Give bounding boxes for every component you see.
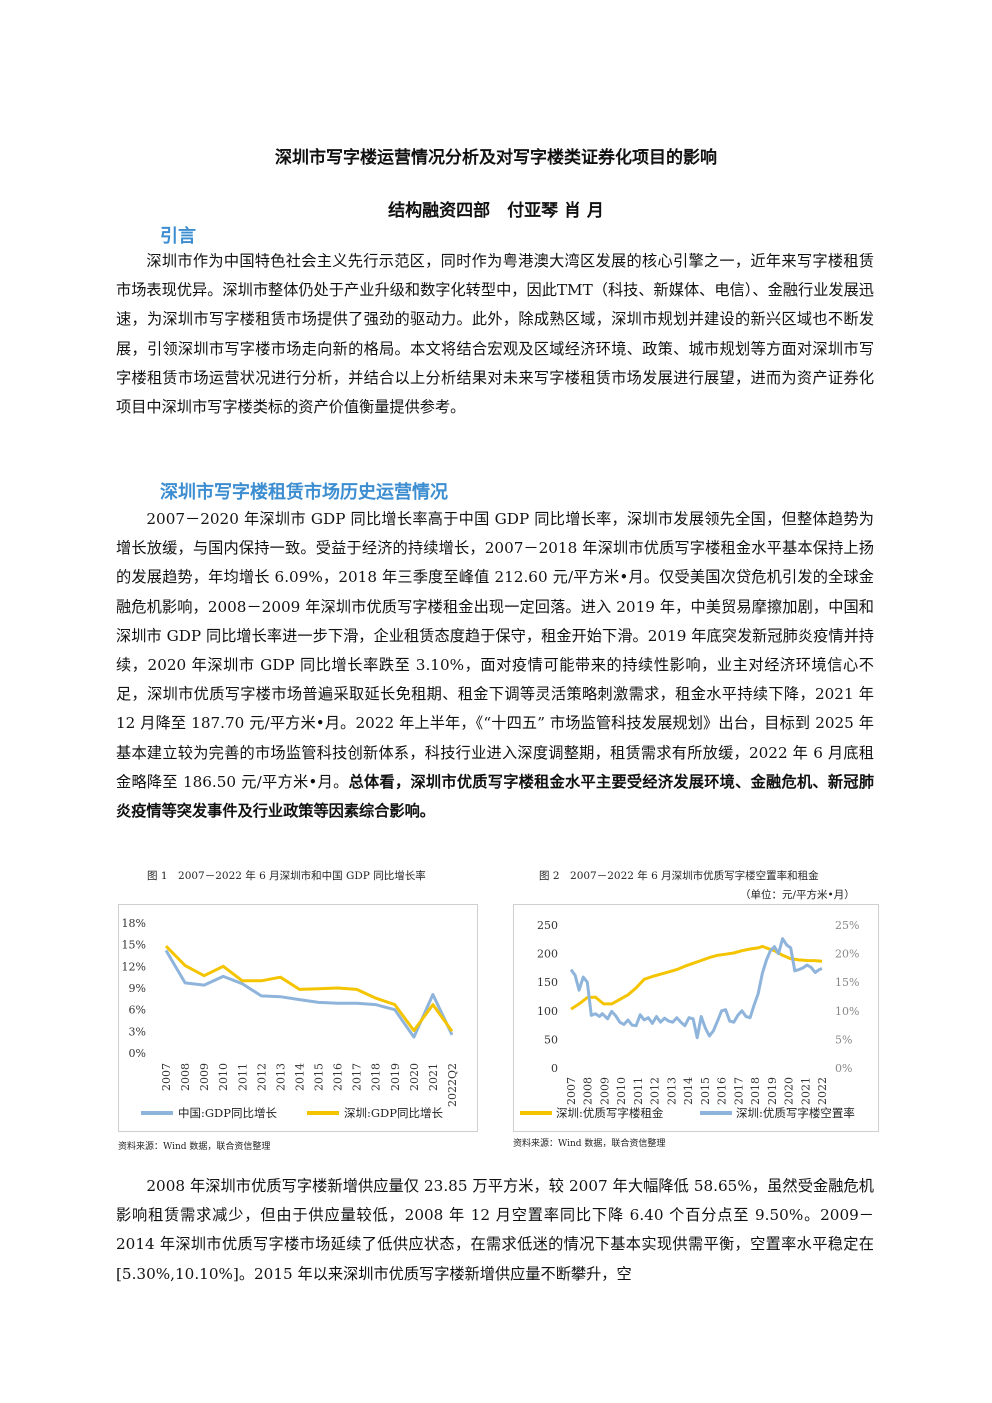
y-tick-label: 18%: [122, 917, 146, 930]
figure2-source: 资料来源：Wind 数据，联合资信整理: [513, 1139, 666, 1149]
x-tick-label: 2016: [332, 1063, 345, 1091]
y-right-tick-label: 0%: [835, 1062, 852, 1075]
y-left-tick-label: 150: [537, 976, 558, 989]
article-authors: 结构融资四部 付亚琴 肖 月: [388, 201, 604, 221]
history-paragraph-summary: 总体看，深圳市优质写字楼租金水平主要受经济发展环境、金融危机、新冠肺炎疫情等突发…: [116, 772, 875, 821]
figure2-caption: 图 2 2007－2022 年 6 月深圳市优质写字楼空置率和租金: [539, 870, 819, 882]
x-tick-label: 2011: [632, 1077, 645, 1105]
y-right-tick-label: 5%: [835, 1033, 852, 1046]
x-tick-label: 2007: [565, 1077, 578, 1105]
x-tick-label: 2014: [293, 1063, 306, 1091]
x-tick-label: 2017: [732, 1077, 745, 1105]
y-left-tick-label: 100: [537, 1005, 558, 1018]
series-line: [570, 944, 823, 1011]
x-tick-label: 2022Q2: [446, 1063, 459, 1107]
x-tick-label: 2015: [699, 1077, 712, 1105]
x-tick-label: 2008: [582, 1077, 595, 1105]
x-tick-label: 2015: [313, 1063, 326, 1091]
x-tick-label: 2019: [389, 1063, 402, 1091]
figure1-source: 资料来源：Wind 数据，联合资信整理: [118, 1142, 271, 1152]
y-tick-label: 6%: [129, 1004, 146, 1017]
series-line: [164, 945, 454, 1033]
intro-paragraph: 深圳市作为中国特色社会主义先行示范区，同时作为粤港澳大湾区发展的核心引擎之一，近…: [116, 252, 874, 417]
y-right-tick-label: 10%: [835, 1005, 859, 1018]
x-tick-label: 2013: [665, 1077, 678, 1105]
y-left-tick-label: 0: [551, 1062, 558, 1075]
section-heading-history: 深圳市写字楼租赁市场历史运营情况: [160, 482, 448, 503]
x-tick-label: 2010: [615, 1077, 628, 1105]
section-heading-intro: 引言: [160, 226, 196, 247]
legend-label: 深圳:优质写字楼空置率: [736, 1106, 855, 1120]
x-tick-label: 2021: [799, 1077, 812, 1105]
x-tick-label: 2020: [408, 1063, 421, 1091]
x-tick-label: 2017: [351, 1063, 364, 1091]
y-right-tick-label: 25%: [835, 919, 859, 932]
x-tick-label: 2012: [649, 1077, 662, 1105]
legend-label: 深圳:GDP同比增长: [344, 1106, 444, 1120]
x-tick-label: 2016: [716, 1077, 729, 1105]
supply-paragraph: 2008 年深圳市优质写字楼新增供应量仅 23.85 万平方米，较 2007 年…: [116, 1177, 874, 1283]
legend-label: 深圳:优质写字楼租金: [556, 1106, 664, 1120]
y-tick-label: 0%: [129, 1047, 146, 1060]
figure2-unit: （单位：元/平方米•月）: [740, 889, 855, 901]
x-tick-label: 2008: [179, 1063, 192, 1091]
y-tick-label: 12%: [122, 960, 146, 973]
y-left-tick-label: 250: [537, 919, 558, 932]
y-right-tick-label: 15%: [835, 976, 859, 989]
y-right-tick-label: 20%: [835, 948, 859, 961]
history-paragraph: 2007－2020 年深圳市 GDP 同比增长率高于中国 GDP 同比增长率，深…: [116, 505, 874, 826]
series-line: [164, 949, 454, 1039]
y-tick-label: 9%: [129, 982, 146, 995]
history-paragraph-text: 2007－2020 年深圳市 GDP 同比增长率高于中国 GDP 同比增长率，深…: [116, 510, 874, 791]
x-tick-label: 2018: [370, 1063, 383, 1091]
x-tick-label: 2013: [274, 1063, 287, 1091]
series-line: [569, 937, 823, 1040]
x-tick-label: 2007: [160, 1063, 173, 1091]
figure2-chart-frame: 0 50 100 150 200 250 0% 5% 10% 15% 20% 25% 2007 2008 2…: [513, 904, 879, 1132]
x-tick-label: 2014: [682, 1077, 695, 1105]
x-tick-label: 2011: [236, 1063, 249, 1091]
article-title: 深圳市写字楼运营情况分析及对写字楼类证券化项目的影响: [275, 148, 717, 168]
figure1-caption: 图 1 2007－2022 年 6 月深圳市和中国 GDP 同比增长率: [147, 870, 426, 882]
figure1-chart-frame: 0% 3% 6% 9% 12% 15% 18% 2007 2008 2009 2010 2011 201…: [118, 904, 478, 1132]
gdp-growth-chart: 0% 3% 6% 9% 12% 15% 18% 2007 2008 2009 2010 2011 201…: [122, 917, 459, 1120]
legend-label: 中国:GDP同比增长: [178, 1106, 278, 1120]
y-tick-label: 3%: [129, 1025, 146, 1038]
x-tick-label: 2010: [217, 1063, 230, 1091]
x-tick-label: 2021: [427, 1063, 440, 1091]
x-tick-label: 2009: [598, 1077, 611, 1105]
x-tick-label: 2020: [783, 1077, 796, 1105]
x-tick-label: 2009: [198, 1063, 211, 1091]
y-left-tick-label: 50: [544, 1033, 558, 1046]
x-tick-label: 2018: [749, 1077, 762, 1105]
y-tick-label: 15%: [122, 939, 146, 952]
x-tick-label: 2012: [255, 1063, 268, 1091]
x-tick-label: 2022: [816, 1077, 829, 1105]
y-left-tick-label: 200: [537, 948, 558, 961]
x-tick-label: 2019: [766, 1077, 779, 1105]
